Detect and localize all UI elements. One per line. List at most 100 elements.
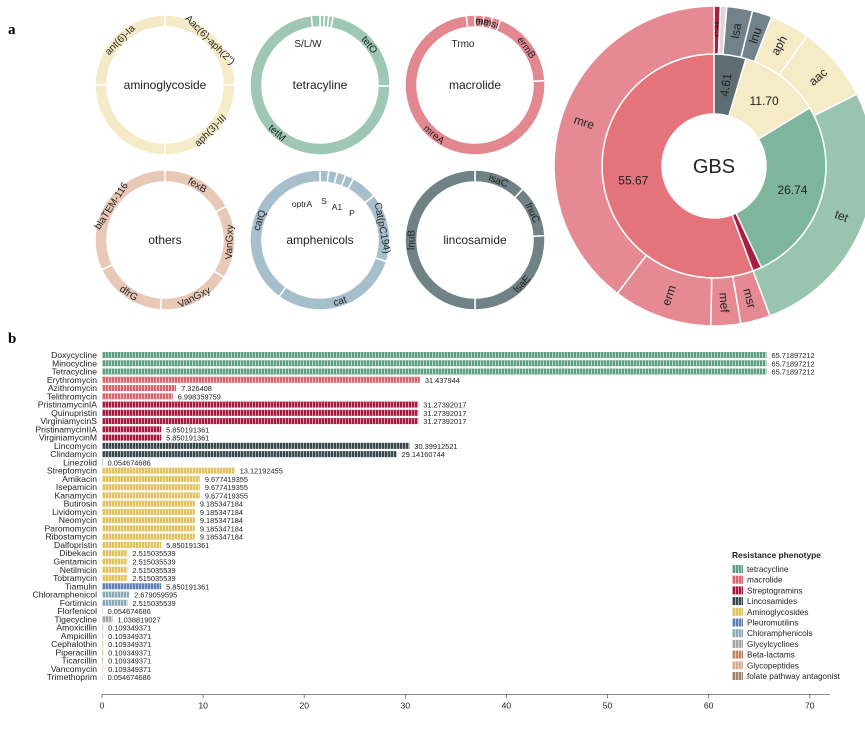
donut-segment — [310, 14, 321, 29]
donut-segment-label: VanGxy — [224, 224, 236, 259]
donut-title: others — [148, 233, 181, 247]
donut-small-label: S/L/W — [294, 39, 322, 50]
bar-value-label: 1.038819027 — [118, 615, 161, 624]
bar-value-label: 31.27392017 — [423, 417, 466, 426]
bar-hatch — [102, 541, 162, 548]
sunburst-hole — [662, 114, 766, 218]
legend-swatch-hatch — [732, 565, 743, 573]
sunburst-outer-label: lnu — [746, 26, 764, 45]
sunburst-outer-label: mef — [716, 292, 731, 314]
bar-category-label: Kanamycin — [54, 490, 97, 500]
sunburst-outer-label: erm — [659, 283, 679, 307]
legend-item-label: Streptogramins — [747, 586, 803, 595]
sunburst-inner-label: 55.67 — [618, 174, 648, 188]
bar-category-label: Vancomycin — [51, 664, 97, 674]
x-tick-label: 60 — [704, 700, 714, 710]
bar-value-label: 9.185347184 — [200, 516, 243, 525]
bar-value-label: 9.185347184 — [200, 508, 243, 517]
donut-small-label: S — [321, 196, 327, 206]
bar-hatch — [102, 674, 103, 681]
donut-segment-label: ant(6)-Ia — [103, 23, 138, 58]
bar-category-label: Lincomycin — [54, 441, 97, 451]
bar-category-label: Doxycycline — [51, 350, 97, 360]
bar-value-label: 0.054674686 — [108, 673, 151, 682]
bar-hatch — [102, 475, 200, 482]
x-tick-label: 20 — [299, 700, 309, 710]
panel-b-label: b — [8, 331, 16, 347]
bar-hatch — [102, 492, 200, 499]
bar-value-label: 0.109349371 — [108, 648, 151, 657]
donut-aminoglycoside: Aac(6)-aph(2'') aph(3)-III ant(6)-Ia aminog… — [94, 13, 237, 156]
bar-hatch — [102, 434, 162, 441]
legend-item-label: Beta-lactams — [747, 651, 795, 660]
donut-segment-label: lnuC — [523, 202, 542, 225]
bar-hatch — [102, 352, 767, 358]
bar-hatch — [102, 632, 104, 639]
bar-hatch — [102, 575, 128, 582]
bar-category-label: Florfenicol — [57, 606, 97, 616]
bar-hatch — [102, 393, 173, 400]
bar-value-label: 31.27392017 — [423, 409, 466, 418]
bar-hatch — [102, 385, 177, 392]
sunburst-outer-label: lsa — [728, 22, 744, 40]
donut-segment-label: lnuB — [407, 230, 418, 250]
bar-value-label: 0.109349371 — [108, 632, 151, 641]
bar-value-label: 9.185347184 — [200, 533, 243, 542]
legend-item-label: Pleuromutilins — [747, 619, 798, 628]
donut-segment — [495, 18, 546, 83]
bar-value-label: 65.71897212 — [771, 351, 814, 360]
donut-segment — [249, 169, 321, 298]
bar-value-label: 2.515035539 — [132, 599, 175, 608]
bar-category-label: Amoxicillin — [56, 623, 97, 633]
bar-value-label: 31.437944 — [425, 376, 460, 385]
bar-category-label: Tobramycin — [53, 573, 97, 583]
legend-swatch-hatch — [732, 661, 743, 670]
bar-hatch — [102, 665, 104, 672]
donut-title: tetracyline — [293, 78, 348, 92]
bar-category-label: Ribostamycin — [45, 532, 97, 542]
x-tick-label: 0 — [100, 700, 105, 710]
legend: Resistance phenotype tetracycline macrolid… — [732, 550, 841, 681]
bar-value-label: 2.515035539 — [132, 558, 175, 567]
donut-title: macrolide — [449, 78, 501, 92]
bar-hatch — [102, 599, 128, 606]
bar-category-label: Lividomycin — [52, 507, 97, 517]
bar-hatch — [102, 649, 104, 656]
bar-value-label: 65.71897212 — [771, 368, 814, 377]
bar-value-label: 31.27392017 — [423, 401, 466, 410]
sunburst-center-label: GBS — [693, 156, 735, 178]
bar-category-label: Clindamycin — [50, 449, 97, 459]
bar-hatch — [102, 616, 113, 623]
bar-category-label: Chloramphenicol — [33, 590, 98, 600]
bar-hatch — [102, 451, 397, 458]
donut-small-label: A1 — [332, 202, 343, 212]
bar-value-label: 6.998359759 — [178, 392, 221, 401]
bar-value-label: 5.850191361 — [166, 541, 209, 550]
bar-category-label: Paromomycin — [44, 523, 97, 533]
x-tick-label: 10 — [198, 700, 208, 710]
bar-value-label: 2.515035539 — [132, 574, 175, 583]
bar-hatch — [102, 533, 195, 540]
donut-small-label: Trmo — [452, 39, 475, 50]
bar-hatch — [102, 608, 103, 615]
bar-value-label: 0.054674686 — [108, 458, 151, 467]
legend-swatch-hatch — [732, 618, 743, 627]
resistance-bar-chart: Doxycycline 65.71897212 Minocycline 65.7189… — [33, 350, 830, 710]
bar-hatch — [102, 467, 235, 474]
legend-item-label: Chloramphenicols — [747, 629, 813, 638]
sunburst-inner-label: 26.74 — [777, 183, 807, 197]
donut-segment — [94, 84, 166, 156]
legend-item-label: Aminoglycosides — [747, 608, 808, 617]
bar-value-label: 30.39912521 — [414, 442, 457, 451]
bar-category-label: Ampicillin — [61, 631, 98, 641]
x-tick-label: 70 — [805, 700, 815, 710]
bar-category-label: Tigecycline — [54, 614, 97, 624]
bar-value-label: 7.326408 — [181, 384, 212, 393]
donut-segment-label: Aac(6)-aph(2'') — [182, 13, 236, 67]
legend-item-label: Glycopeptides — [747, 661, 799, 670]
bar-value-label: 0.109349371 — [108, 640, 151, 649]
